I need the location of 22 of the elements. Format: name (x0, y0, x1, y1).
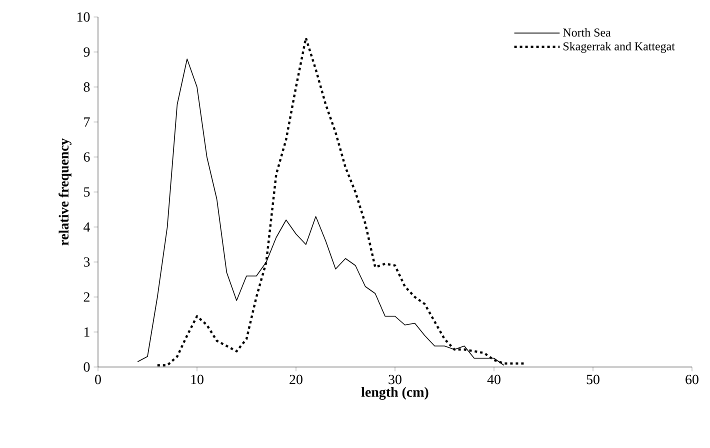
x-tick-label: 50 (586, 374, 600, 384)
y-tick-label: 4 (84, 222, 90, 232)
y-tick-label: 9 (84, 47, 90, 57)
y-tick-label: 6 (84, 152, 90, 162)
y-tick-label: 10 (78, 12, 90, 22)
y-tick-label: 5 (84, 187, 90, 197)
y-tick-label: 3 (84, 257, 90, 267)
y-tick-label: 0 (84, 362, 90, 372)
y-tick-label: 1 (84, 327, 90, 337)
y-axis-title: relative frequency (58, 138, 72, 246)
x-tick-label: 40 (487, 374, 500, 384)
x-tick-label: 0 (95, 374, 101, 384)
x-tick-label: 10 (191, 374, 204, 384)
x-axis-title: length (cm) (361, 387, 428, 400)
x-tick-label: 20 (290, 374, 302, 384)
legend-label: North Sea (563, 28, 611, 37)
x-tick-label: 30 (388, 374, 402, 384)
y-tick-label: 7 (84, 117, 90, 127)
legend-label: Skagerrak and Kattegat (564, 42, 675, 53)
y-tick-label: 2 (84, 292, 90, 302)
x-tick-label: 60 (686, 374, 698, 384)
y-tick-label: 8 (84, 82, 90, 92)
